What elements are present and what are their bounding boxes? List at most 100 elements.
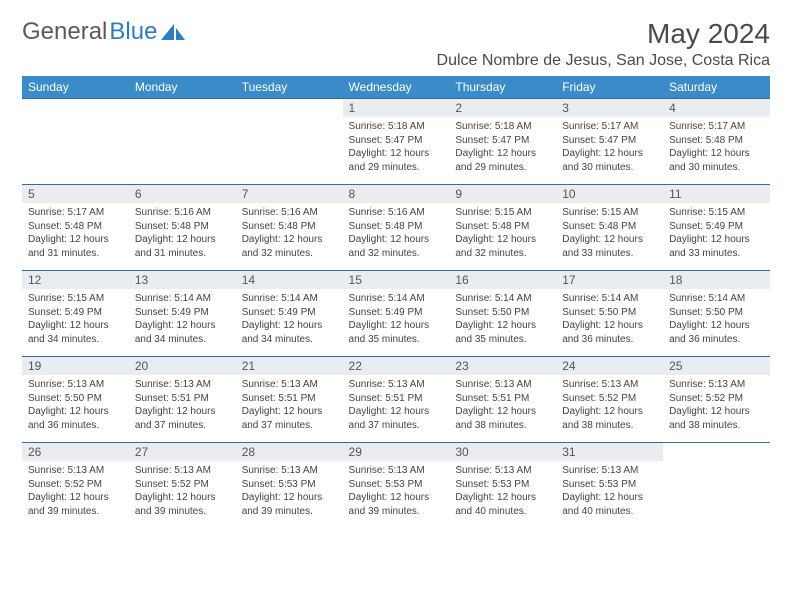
day-details: Sunrise: 5:15 AMSunset: 5:49 PMDaylight:… <box>22 289 129 350</box>
day-number: 23 <box>449 357 556 375</box>
calendar-cell: .. <box>236 99 343 185</box>
day-number: 28 <box>236 443 343 461</box>
calendar-cell: .. <box>22 99 129 185</box>
day-details: Sunrise: 5:14 AMSunset: 5:49 PMDaylight:… <box>343 289 450 350</box>
day-details: Sunrise: 5:16 AMSunset: 5:48 PMDaylight:… <box>129 203 236 264</box>
day-details: Sunrise: 5:13 AMSunset: 5:51 PMDaylight:… <box>236 375 343 436</box>
day-number: 1 <box>343 99 450 117</box>
calendar-cell: 30Sunrise: 5:13 AMSunset: 5:53 PMDayligh… <box>449 443 556 529</box>
calendar-cell: 9Sunrise: 5:15 AMSunset: 5:48 PMDaylight… <box>449 185 556 271</box>
calendar-cell: .. <box>663 443 770 529</box>
calendar-cell: 20Sunrise: 5:13 AMSunset: 5:51 PMDayligh… <box>129 357 236 443</box>
calendar-cell: 10Sunrise: 5:15 AMSunset: 5:48 PMDayligh… <box>556 185 663 271</box>
day-number: 26 <box>22 443 129 461</box>
calendar-cell: 22Sunrise: 5:13 AMSunset: 5:51 PMDayligh… <box>343 357 450 443</box>
day-details: Sunrise: 5:17 AMSunset: 5:48 PMDaylight:… <box>663 117 770 178</box>
day-number: 22 <box>343 357 450 375</box>
day-details: Sunrise: 5:14 AMSunset: 5:50 PMDaylight:… <box>449 289 556 350</box>
brand-logo: GeneralBlue <box>22 18 187 46</box>
day-number: 21 <box>236 357 343 375</box>
calendar-cell: 8Sunrise: 5:16 AMSunset: 5:48 PMDaylight… <box>343 185 450 271</box>
page-title: May 2024 <box>647 18 770 50</box>
weekday-header: Tuesday <box>236 76 343 99</box>
weekday-header: Monday <box>129 76 236 99</box>
calendar-cell: 1Sunrise: 5:18 AMSunset: 5:47 PMDaylight… <box>343 99 450 185</box>
day-details: Sunrise: 5:13 AMSunset: 5:50 PMDaylight:… <box>22 375 129 436</box>
day-number: 31 <box>556 443 663 461</box>
calendar-cell: 16Sunrise: 5:14 AMSunset: 5:50 PMDayligh… <box>449 271 556 357</box>
calendar-cell: 13Sunrise: 5:14 AMSunset: 5:49 PMDayligh… <box>129 271 236 357</box>
calendar-cell: 29Sunrise: 5:13 AMSunset: 5:53 PMDayligh… <box>343 443 450 529</box>
calendar-cell: 31Sunrise: 5:13 AMSunset: 5:53 PMDayligh… <box>556 443 663 529</box>
day-number: 11 <box>663 185 770 203</box>
day-details: Sunrise: 5:15 AMSunset: 5:48 PMDaylight:… <box>556 203 663 264</box>
calendar-table: SundayMondayTuesdayWednesdayThursdayFrid… <box>22 76 770 529</box>
day-number: 12 <box>22 271 129 289</box>
day-number: 18 <box>663 271 770 289</box>
day-details: Sunrise: 5:18 AMSunset: 5:47 PMDaylight:… <box>343 117 450 178</box>
day-details: Sunrise: 5:13 AMSunset: 5:52 PMDaylight:… <box>129 461 236 522</box>
calendar-cell: 25Sunrise: 5:13 AMSunset: 5:52 PMDayligh… <box>663 357 770 443</box>
calendar-cell: 19Sunrise: 5:13 AMSunset: 5:50 PMDayligh… <box>22 357 129 443</box>
day-details: Sunrise: 5:13 AMSunset: 5:52 PMDaylight:… <box>663 375 770 436</box>
calendar-cell: 28Sunrise: 5:13 AMSunset: 5:53 PMDayligh… <box>236 443 343 529</box>
calendar-cell: 21Sunrise: 5:13 AMSunset: 5:51 PMDayligh… <box>236 357 343 443</box>
calendar-cell: 11Sunrise: 5:15 AMSunset: 5:49 PMDayligh… <box>663 185 770 271</box>
day-details: Sunrise: 5:15 AMSunset: 5:49 PMDaylight:… <box>663 203 770 264</box>
day-number: 3 <box>556 99 663 117</box>
day-number: 13 <box>129 271 236 289</box>
weekday-header: Sunday <box>22 76 129 99</box>
day-number: 14 <box>236 271 343 289</box>
calendar-cell: 23Sunrise: 5:13 AMSunset: 5:51 PMDayligh… <box>449 357 556 443</box>
calendar-cell: 17Sunrise: 5:14 AMSunset: 5:50 PMDayligh… <box>556 271 663 357</box>
day-number: 10 <box>556 185 663 203</box>
day-number: 4 <box>663 99 770 117</box>
calendar-cell: 24Sunrise: 5:13 AMSunset: 5:52 PMDayligh… <box>556 357 663 443</box>
day-details: Sunrise: 5:15 AMSunset: 5:48 PMDaylight:… <box>449 203 556 264</box>
day-details: Sunrise: 5:13 AMSunset: 5:53 PMDaylight:… <box>449 461 556 522</box>
day-number: 7 <box>236 185 343 203</box>
day-details: Sunrise: 5:14 AMSunset: 5:49 PMDaylight:… <box>236 289 343 350</box>
calendar-cell: 6Sunrise: 5:16 AMSunset: 5:48 PMDaylight… <box>129 185 236 271</box>
day-details: Sunrise: 5:13 AMSunset: 5:51 PMDaylight:… <box>129 375 236 436</box>
calendar-cell: 18Sunrise: 5:14 AMSunset: 5:50 PMDayligh… <box>663 271 770 357</box>
day-number: 8 <box>343 185 450 203</box>
calendar-cell: 4Sunrise: 5:17 AMSunset: 5:48 PMDaylight… <box>663 99 770 185</box>
day-number: 16 <box>449 271 556 289</box>
day-details: Sunrise: 5:16 AMSunset: 5:48 PMDaylight:… <box>343 203 450 264</box>
day-number: 17 <box>556 271 663 289</box>
weekday-header: Thursday <box>449 76 556 99</box>
calendar-cell: 3Sunrise: 5:17 AMSunset: 5:47 PMDaylight… <box>556 99 663 185</box>
day-number: 27 <box>129 443 236 461</box>
day-details: Sunrise: 5:17 AMSunset: 5:48 PMDaylight:… <box>22 203 129 264</box>
day-number: 19 <box>22 357 129 375</box>
header: GeneralBlue May 2024 <box>22 18 770 50</box>
day-number: 24 <box>556 357 663 375</box>
day-number: 29 <box>343 443 450 461</box>
day-number: 2 <box>449 99 556 117</box>
sail-icon <box>161 22 187 42</box>
weekday-header: Wednesday <box>343 76 450 99</box>
calendar-cell: .. <box>129 99 236 185</box>
day-details: Sunrise: 5:16 AMSunset: 5:48 PMDaylight:… <box>236 203 343 264</box>
day-details: Sunrise: 5:14 AMSunset: 5:49 PMDaylight:… <box>129 289 236 350</box>
day-number: 25 <box>663 357 770 375</box>
day-number: 5 <box>22 185 129 203</box>
day-number: 6 <box>129 185 236 203</box>
weekday-header: Saturday <box>663 76 770 99</box>
day-details: Sunrise: 5:14 AMSunset: 5:50 PMDaylight:… <box>663 289 770 350</box>
calendar-cell: 26Sunrise: 5:13 AMSunset: 5:52 PMDayligh… <box>22 443 129 529</box>
calendar-cell: 12Sunrise: 5:15 AMSunset: 5:49 PMDayligh… <box>22 271 129 357</box>
day-details: Sunrise: 5:13 AMSunset: 5:53 PMDaylight:… <box>556 461 663 522</box>
day-details: Sunrise: 5:13 AMSunset: 5:51 PMDaylight:… <box>343 375 450 436</box>
calendar-cell: 14Sunrise: 5:14 AMSunset: 5:49 PMDayligh… <box>236 271 343 357</box>
calendar-cell: 7Sunrise: 5:16 AMSunset: 5:48 PMDaylight… <box>236 185 343 271</box>
day-details: Sunrise: 5:13 AMSunset: 5:51 PMDaylight:… <box>449 375 556 436</box>
day-number: 9 <box>449 185 556 203</box>
day-details: Sunrise: 5:17 AMSunset: 5:47 PMDaylight:… <box>556 117 663 178</box>
day-details: Sunrise: 5:18 AMSunset: 5:47 PMDaylight:… <box>449 117 556 178</box>
day-number: 15 <box>343 271 450 289</box>
calendar-cell: 15Sunrise: 5:14 AMSunset: 5:49 PMDayligh… <box>343 271 450 357</box>
day-details: Sunrise: 5:13 AMSunset: 5:53 PMDaylight:… <box>236 461 343 522</box>
weekday-header: Friday <box>556 76 663 99</box>
